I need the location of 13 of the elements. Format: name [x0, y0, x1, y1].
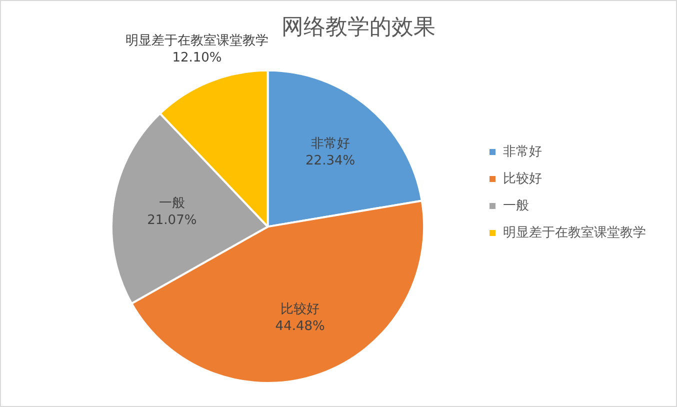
legend-label: 非常好	[503, 144, 542, 160]
slice-label: 明显差于在教室课堂教学	[125, 32, 268, 49]
legend-label: 明显差于在教室课堂教学	[503, 224, 646, 240]
legend-label: 比较好	[503, 171, 542, 186]
slice-label: 比较好	[280, 302, 320, 317]
data-label: 21.07%	[147, 213, 197, 228]
legend-label: 一般	[503, 198, 529, 214]
data-label: 22.34%	[306, 154, 356, 169]
slice-label: 非常好	[310, 136, 350, 152]
slice-label: 一般	[158, 196, 185, 212]
data-label: 12.10%	[172, 50, 222, 66]
chart-title: 网络教学的效果	[282, 14, 436, 40]
data-label: 44.48%	[275, 318, 325, 334]
